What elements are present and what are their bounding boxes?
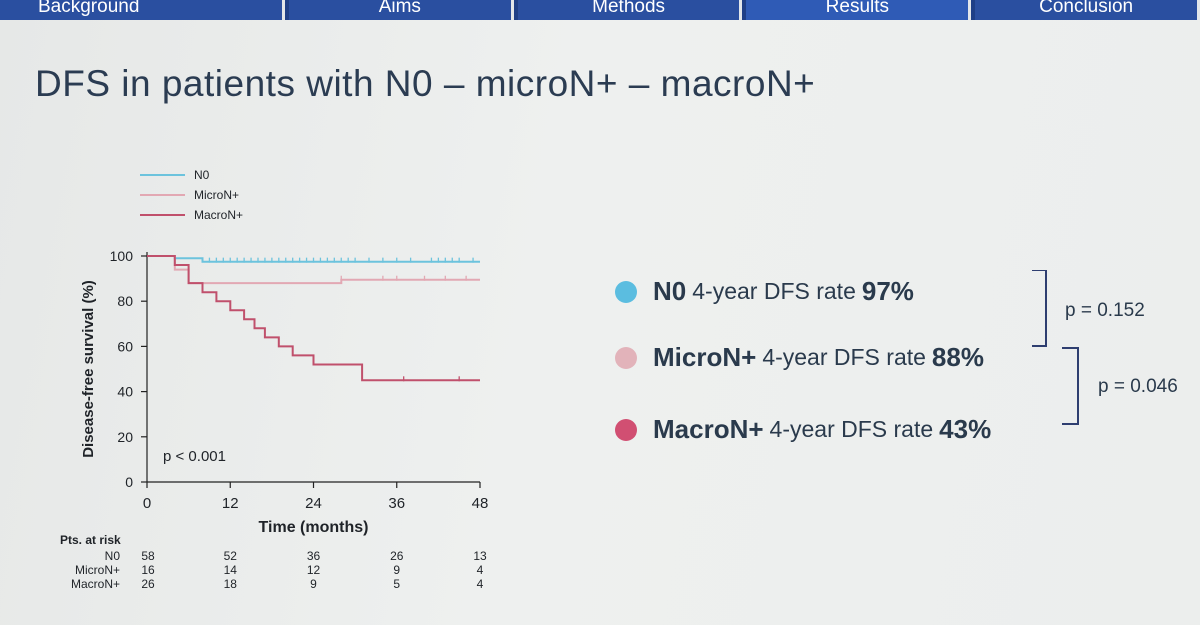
x-axis-title: Time (months) (259, 519, 369, 536)
x-tick-label: 24 (305, 495, 322, 512)
at-risk-value: 4 (477, 563, 484, 577)
micron-marker-icon (615, 346, 637, 369)
y-tick-label: 40 (117, 384, 133, 400)
slide-title: DFS in patients with N0 – microN+ – macr… (35, 63, 816, 104)
at-risk-value: 52 (224, 549, 238, 563)
summary-group-label: MicroN+ (653, 342, 757, 372)
at-risk-value: 9 (393, 563, 400, 577)
pvalue-micron-macron: p = 0.046 (1098, 376, 1178, 397)
tab-results[interactable]: Results (746, 0, 972, 20)
x-tick-label: 0 (143, 495, 151, 512)
x-tick-label: 12 (222, 495, 239, 512)
at-risk-value: 14 (224, 563, 238, 577)
y-tick-label: 80 (117, 293, 133, 309)
summary-desc: 4-year DFS rate (762, 344, 926, 370)
summary-rate: 97% (861, 276, 914, 306)
legend-label: MicroN+ (194, 188, 239, 202)
y-tick-label: 100 (110, 248, 134, 264)
at-risk-value: 16 (141, 563, 155, 577)
at-risk-value: 5 (393, 577, 400, 591)
tab-conclusion[interactable]: Conclusion (975, 0, 1200, 20)
at-risk-value: 58 (141, 549, 155, 563)
tab-background[interactable]: Background (0, 0, 285, 20)
summary-row-micron: MicroN+ 4-year DFS rate 88% (615, 342, 984, 373)
summary-row-n0: N0 4-year DFS rate 97% (615, 276, 914, 307)
legend-label: MacroN+ (194, 208, 243, 222)
bracket-micron-macron-icon (1062, 347, 1079, 425)
at-risk-value: 13 (473, 549, 487, 563)
at-risk-title: Pts. at risk (60, 533, 121, 547)
section-nav: Background Aims Methods Results Conclusi… (0, 0, 1200, 20)
at-risk-row-label: MacroN+ (71, 577, 120, 591)
legend-label: N0 (194, 168, 210, 182)
at-risk-value: 12 (307, 563, 321, 577)
summary-desc: 4-year DFS rate (692, 278, 856, 304)
at-risk-value: 9 (310, 577, 317, 591)
summary-rate: 88% (931, 342, 984, 372)
at-risk-value: 4 (477, 577, 484, 591)
at-risk-value: 26 (390, 549, 404, 563)
summary-desc: 4-year DFS rate (769, 416, 934, 442)
dfs-summary: N0 4-year DFS rate 97% MicroN+ 4-year DF… (615, 270, 1195, 450)
n0-marker-icon (615, 280, 637, 303)
tab-methods[interactable]: Methods (517, 0, 743, 20)
km-survival-chart: 0 20 40 60 80 100 0 12 24 36 48 Time (months) Diseas… (60, 168, 489, 591)
x-tick-label: 36 (388, 495, 405, 512)
bracket-n0-micron-icon (1032, 270, 1047, 347)
y-tick-label: 0 (125, 474, 133, 490)
series-line-macronplus (147, 255, 480, 382)
tab-aims[interactable]: Aims (288, 0, 514, 20)
summary-rate: 43% (939, 414, 992, 444)
y-tick-label: 60 (117, 338, 133, 354)
summary-row-macron: MacroN+ 4-year DFS rate 43% (615, 414, 991, 445)
at-risk-value: 36 (307, 549, 321, 563)
at-risk-row-label: N0 (105, 549, 121, 563)
y-tick-label: 20 (117, 429, 133, 445)
summary-group-label: MacroN+ (653, 414, 764, 444)
at-risk-row-label: MicroN+ (75, 563, 120, 577)
pvalue-n0-micron: p = 0.152 (1065, 300, 1145, 321)
at-risk-value: 26 (141, 577, 155, 591)
summary-group-label: N0 (653, 276, 687, 306)
p-value-annotation: p < 0.001 (163, 448, 226, 465)
at-risk-value: 18 (224, 577, 238, 591)
x-tick-label: 48 (472, 495, 489, 512)
y-axis-title: Disease-free survival (%) (80, 280, 97, 458)
macron-marker-icon (615, 418, 637, 441)
